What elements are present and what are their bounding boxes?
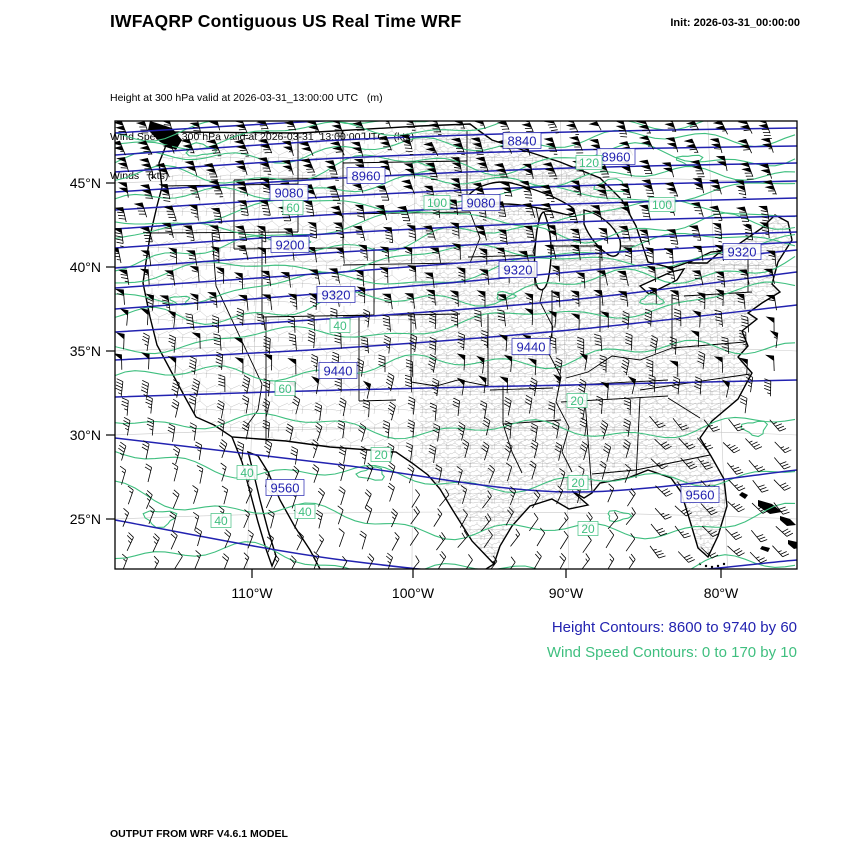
- y-axis-tick-label: 35°N: [70, 343, 101, 359]
- height-contour-label-box: [346, 167, 386, 184]
- height-contour-label-box: [680, 486, 720, 503]
- vancouver-island: [148, 121, 182, 150]
- height-contour-label: 9200: [276, 238, 305, 253]
- legend-wind-speed-contours: Wind Speed Contours: 0 to 170 by 10: [546, 644, 797, 661]
- x-axis-tick-label: 80°W: [704, 585, 739, 601]
- height-contour-label-box: [270, 236, 310, 253]
- wind-contour-label-box: [566, 393, 588, 408]
- height-contour-label: 9320: [728, 245, 757, 260]
- y-axis-tick-label: 40°N: [70, 259, 101, 275]
- wind-contour-labels: 120 100 100 60 60 40 40 40 40 20 20 20 20: [210, 155, 676, 536]
- y-axis-tick-label: 25°N: [70, 511, 101, 527]
- wind-contour-label-box: [575, 155, 603, 170]
- wind-contour-label: 20: [570, 394, 584, 408]
- y-axis-tick-label: 30°N: [70, 427, 101, 443]
- wind-contour-label: 40: [240, 466, 254, 480]
- height-contour-label: 8960: [352, 169, 381, 184]
- model-config-block: OUTPUT FROM WRF V4.6.1 MODEL WE = 580 ; …: [110, 802, 538, 850]
- height-contour-label-box: [502, 132, 542, 149]
- map-border: [114, 120, 798, 570]
- height-contour-label-box: [461, 194, 501, 211]
- height-contour-label: 9320: [322, 288, 351, 303]
- height-contour-label: 9560: [271, 481, 300, 496]
- height-contour-label: 8840: [508, 134, 537, 149]
- legend-height-contours: Height Contours: 8600 to 9740 by 60: [551, 619, 797, 636]
- height-contour-labels: 8840 8960 8960 9080 9080 9200 9320 9320 9320 9440…: [265, 132, 762, 503]
- wind-contour-label-box: [282, 200, 304, 215]
- contour-legend: Height Contours: 8600 to 9740 by 60 Wind…: [547, 615, 797, 665]
- wind-contour-label: 40: [298, 505, 312, 519]
- wind-contour-label: 20: [581, 522, 595, 536]
- wind-contour-label-box: [648, 197, 676, 212]
- wind-contour-label-box: [210, 513, 232, 528]
- wind-contour-label: 20: [374, 448, 388, 462]
- wind-contour-label: 60: [278, 382, 292, 396]
- wind-contour-label-box: [577, 521, 599, 536]
- map-plot-area: 8840 8960 8960 9080 9080 9200 9320 9320 9320 9440…: [115, 121, 797, 569]
- height-contour-label: 9440: [517, 340, 546, 355]
- wind-contour-label-box: [274, 381, 296, 396]
- wind-contour-label: 40: [214, 514, 228, 528]
- wind-contour-label-box: [294, 504, 316, 519]
- wind-contour-label-box: [236, 465, 258, 480]
- wind-contour-label-box: [423, 195, 451, 210]
- wind-contour-label-box: [567, 475, 589, 490]
- plot-title: IWFAQRP Contiguous US Real Time WRF: [110, 11, 462, 31]
- wind-contour-label: 40: [333, 319, 347, 333]
- height-contour-label-box: [722, 243, 762, 260]
- wind-contour-label: 20: [571, 476, 585, 490]
- wind-contour-label: 120: [579, 156, 599, 170]
- height-contour-label: 9320: [504, 263, 533, 278]
- height-contour-label: 9440: [324, 364, 353, 379]
- height-contour-label: 9080: [467, 196, 496, 211]
- wind-contour-label: 100: [427, 196, 447, 210]
- height-contour-label-box: [511, 338, 551, 355]
- height-contour-label: 9080: [275, 186, 304, 201]
- axes: 45°N 40°N 35°N 30°N 25°N 110°W 100°W 90°W 80°W: [70, 175, 739, 601]
- x-axis-tick-label: 110°W: [231, 585, 273, 601]
- height-contour-label-box: [498, 261, 538, 278]
- bahamas-cuba-islands: [698, 492, 797, 569]
- subtitle-line-height: Height at 300 hPa valid at 2026-03-31_13…: [110, 92, 383, 104]
- wind-contour-label-box: [329, 318, 351, 333]
- height-contour-label-box: [265, 479, 305, 496]
- wind-contour-label: 60: [286, 201, 300, 215]
- y-axis-tick-label: 45°N: [70, 175, 101, 191]
- height-contour-label: 8960: [602, 150, 631, 165]
- height-contour-label-box: [316, 286, 356, 303]
- height-contour-label-box: [318, 362, 358, 379]
- x-axis-tick-label: 100°W: [392, 585, 435, 601]
- wind-contour-label: 100: [652, 198, 672, 212]
- footer-model-line: OUTPUT FROM WRF V4.6.1 MODEL: [110, 828, 288, 840]
- init-timestamp: Init: 2026-03-31_00:00:00: [670, 17, 800, 29]
- wind-contour-label-box: [370, 447, 392, 462]
- mexico-east-coast: [485, 563, 495, 569]
- height-contour-label: 9560: [686, 488, 715, 503]
- x-axis-tick-label: 90°W: [549, 585, 584, 601]
